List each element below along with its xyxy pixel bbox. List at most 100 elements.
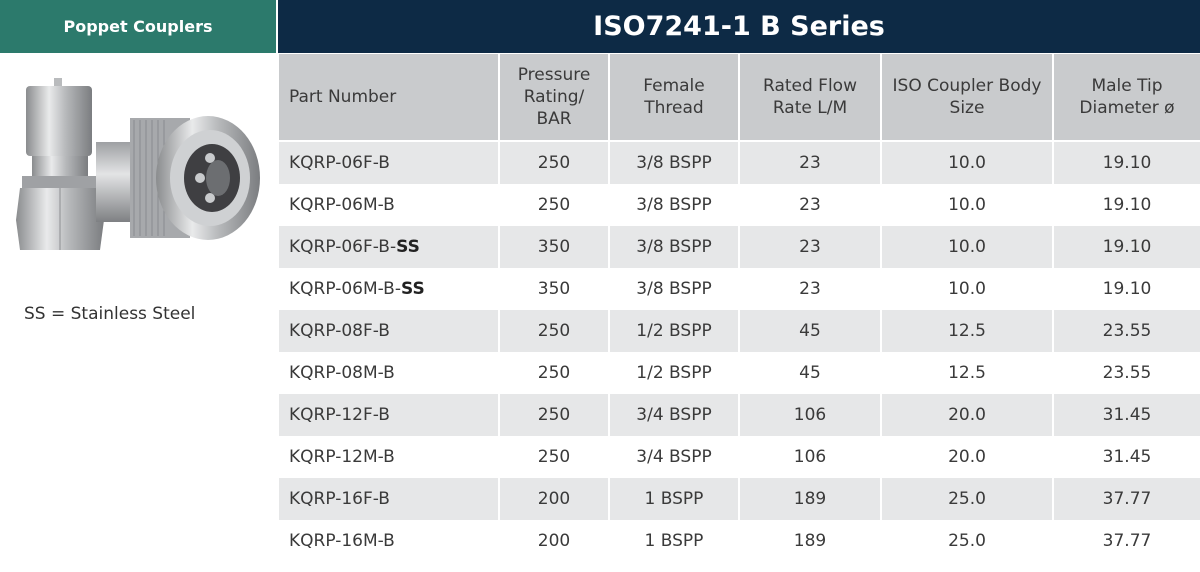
cell-thread-text: 3/8 BSPP xyxy=(636,279,712,299)
cell-flow-text: 23 xyxy=(799,153,821,173)
cell-tip-diameter: 31.45 xyxy=(1052,394,1200,436)
cell-body-size: 25.0 xyxy=(880,478,1054,520)
cell-tip-diameter-text: 37.77 xyxy=(1102,489,1152,509)
table-row: KQRP-08F-B 250 1/2 BSPP 45 12.5 23.55 xyxy=(277,310,1200,352)
cell-flow: 106 xyxy=(738,436,882,478)
cell-flow: 189 xyxy=(738,520,882,562)
cell-flow-text: 106 xyxy=(793,447,827,467)
cell-body-size-text: 20.0 xyxy=(948,447,986,467)
cell-pressure-text: 250 xyxy=(537,195,571,215)
cell-tip-diameter: 23.55 xyxy=(1052,310,1200,352)
cell-flow: 23 xyxy=(738,184,882,226)
header-female-thread: Female Thread xyxy=(608,54,740,142)
cell-pressure-text: 250 xyxy=(537,321,571,341)
cell-thread: 3/8 BSPP xyxy=(608,226,740,268)
cell-pressure: 200 xyxy=(498,478,610,520)
cell-thread: 3/8 BSPP xyxy=(608,268,740,310)
cell-body-size-text: 25.0 xyxy=(948,531,986,551)
cell-thread-text: 1 BSPP xyxy=(644,489,704,509)
table-row: KQRP-06F-B 250 3/8 BSPP 23 10.0 19.10 xyxy=(277,141,1200,184)
cell-flow-text: 23 xyxy=(799,279,821,299)
cell-part-number: KQRP-06M-B xyxy=(277,184,500,226)
cell-thread-text: 3/8 BSPP xyxy=(636,237,712,257)
cell-flow-text: 23 xyxy=(799,195,821,215)
cell-flow: 189 xyxy=(738,478,882,520)
cell-pressure: 250 xyxy=(498,141,610,184)
cell-flow-text: 23 xyxy=(799,237,821,257)
table-row: KQRP-08M-B 250 1/2 BSPP 45 12.5 23.55 xyxy=(277,352,1200,394)
cell-tip-diameter: 19.10 xyxy=(1052,184,1200,226)
header-rated-flow: Rated Flow Rate L/M xyxy=(738,54,882,142)
cell-part-number: KQRP-06F-B xyxy=(277,141,500,184)
cell-part-number: KQRP-12F-B xyxy=(277,394,500,436)
cell-tip-diameter-text: 19.10 xyxy=(1102,153,1152,173)
cell-thread-text: 1/2 BSPP xyxy=(636,321,712,341)
cell-part-number-text: KQRP-08F-B xyxy=(289,321,390,341)
cell-pressure: 250 xyxy=(498,310,610,352)
header-pressure-rating: Pressure Rating/ BAR xyxy=(498,54,610,142)
cell-part-number-text: KQRP-06M-B xyxy=(289,195,395,215)
cell-pressure: 250 xyxy=(498,436,610,478)
cell-thread-text: 3/8 BSPP xyxy=(636,195,712,215)
header-body-size: ISO Coupler Body Size xyxy=(880,54,1054,142)
cell-body-size: 10.0 xyxy=(880,141,1054,184)
cell-thread: 3/4 BSPP xyxy=(608,394,740,436)
cell-tip-diameter-text: 19.10 xyxy=(1102,237,1152,257)
cell-pressure-text: 250 xyxy=(537,153,571,173)
cell-part-number: KQRP-06F-B-SS xyxy=(277,226,500,268)
specs-table: Part Number Pressure Rating/ BAR Female … xyxy=(277,54,1200,562)
cell-flow-text: 106 xyxy=(793,405,827,425)
series-title-bar: ISO7241-1 B Series xyxy=(278,0,1200,53)
cell-part-number: KQRP-08F-B xyxy=(277,310,500,352)
cell-body-size-text: 12.5 xyxy=(948,321,986,341)
cell-tip-diameter-text: 37.77 xyxy=(1102,531,1152,551)
cell-tip-diameter: 37.77 xyxy=(1052,520,1200,562)
cell-body-size-text: 25.0 xyxy=(948,489,986,509)
cell-part-number-text: KQRP-12M-B xyxy=(289,447,395,467)
cell-thread: 1 BSPP xyxy=(608,520,740,562)
cell-flow: 106 xyxy=(738,394,882,436)
cell-part-number: KQRP-06M-B-SS xyxy=(277,268,500,310)
cell-thread: 1 BSPP xyxy=(608,478,740,520)
table-row: KQRP-06M-B-SS 350 3/8 BSPP 23 10.0 19.10 xyxy=(277,268,1200,310)
cell-flow: 23 xyxy=(738,141,882,184)
cell-body-size-text: 12.5 xyxy=(948,363,986,383)
category-label: Poppet Couplers xyxy=(63,17,213,36)
cell-body-size: 25.0 xyxy=(880,520,1054,562)
cell-flow-text: 45 xyxy=(799,363,821,383)
cell-part-number-text: KQRP-06F-B xyxy=(289,153,390,173)
cell-tip-diameter: 19.10 xyxy=(1052,226,1200,268)
cell-part-number-text: KQRP-08M-B xyxy=(289,363,395,383)
table-row: KQRP-16M-B 200 1 BSPP 189 25.0 37.77 xyxy=(277,520,1200,562)
cell-pressure-text: 250 xyxy=(537,363,571,383)
cell-tip-diameter-text: 23.55 xyxy=(1102,321,1152,341)
cell-thread-text: 1 BSPP xyxy=(644,531,704,551)
cell-part-number: KQRP-12M-B xyxy=(277,436,500,478)
cell-body-size: 10.0 xyxy=(880,184,1054,226)
cell-part-number-text: KQRP-16M-B xyxy=(289,531,395,551)
cell-flow-text: 189 xyxy=(793,531,827,551)
series-title: ISO7241-1 B Series xyxy=(593,11,885,42)
cell-tip-diameter: 19.10 xyxy=(1052,268,1200,310)
cell-flow: 45 xyxy=(738,310,882,352)
cell-thread: 1/2 BSPP xyxy=(608,352,740,394)
table-row: KQRP-06F-B-SS 350 3/8 BSPP 23 10.0 19.10 xyxy=(277,226,1200,268)
cell-body-size: 10.0 xyxy=(880,226,1054,268)
stainless-suffix: SS xyxy=(396,237,420,257)
cell-part-number-text: KQRP-06F-B- xyxy=(289,237,397,257)
cell-body-size-text: 20.0 xyxy=(948,405,986,425)
cell-pressure: 200 xyxy=(498,520,610,562)
cell-thread: 1/2 BSPP xyxy=(608,310,740,352)
cell-tip-diameter-text: 19.10 xyxy=(1102,279,1152,299)
cell-thread: 3/4 BSPP xyxy=(608,436,740,478)
cell-body-size: 10.0 xyxy=(880,268,1054,310)
cell-part-number: KQRP-08M-B xyxy=(277,352,500,394)
cell-pressure: 250 xyxy=(498,394,610,436)
stainless-suffix: SS xyxy=(400,279,425,299)
cell-pressure-text: 350 xyxy=(537,237,571,257)
cell-flow: 23 xyxy=(738,226,882,268)
cell-body-size-text: 10.0 xyxy=(948,153,986,173)
cell-part-number: KQRP-16M-B xyxy=(277,520,500,562)
category-header: Poppet Couplers xyxy=(0,0,276,53)
cell-body-size: 20.0 xyxy=(880,394,1054,436)
